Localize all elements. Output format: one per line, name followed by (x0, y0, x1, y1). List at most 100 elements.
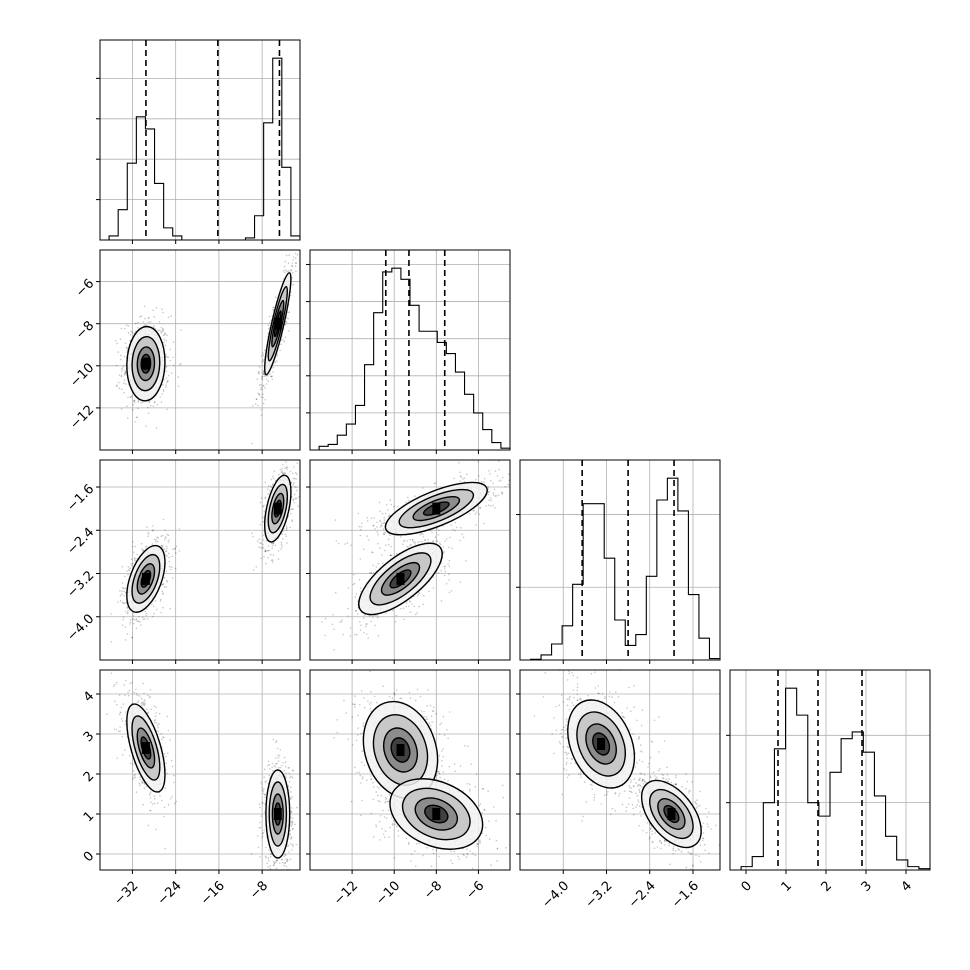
scatter-point (285, 269, 287, 271)
scatter-point (461, 533, 464, 536)
scatter-point (115, 681, 118, 684)
scatter-point (267, 857, 270, 859)
scatter-point (153, 326, 155, 329)
density-peak (273, 502, 282, 515)
scatter-point (291, 822, 293, 825)
scatter-point (260, 547, 263, 549)
scatter-point (477, 461, 480, 463)
scatter-point (373, 571, 375, 574)
scatter-point (387, 538, 390, 541)
scatter-point (272, 366, 275, 369)
scatter-point (259, 542, 261, 544)
scatter-point (290, 269, 292, 271)
scatter-point (162, 736, 164, 738)
scatter-point (135, 416, 138, 419)
scatter-point (291, 271, 294, 274)
scatter-point (264, 855, 267, 858)
scatter-point (126, 606, 128, 608)
scatter-point (347, 607, 349, 610)
scatter-point (281, 858, 283, 860)
scatter-point (142, 682, 144, 685)
scatter-point (121, 367, 124, 369)
density-peak (141, 742, 150, 754)
scatter-point (168, 539, 170, 541)
scatter-point (436, 540, 439, 542)
scatter-point (282, 538, 284, 540)
scatter-point (385, 544, 387, 547)
scatter-point (337, 542, 340, 545)
scatter-point (167, 356, 170, 358)
scatter-point (158, 723, 160, 725)
scatter-point (290, 825, 293, 827)
scatter-point (288, 443, 290, 445)
scatter-point (295, 471, 297, 474)
scatter-point (381, 525, 383, 527)
scatter-point (270, 375, 273, 378)
scatter-point (284, 765, 287, 768)
scatter-point (287, 784, 290, 787)
scatter-point (260, 497, 263, 500)
scatter-point (258, 372, 260, 375)
scatter-point (110, 613, 112, 615)
scatter-point (168, 374, 170, 377)
scatter-point (290, 836, 293, 838)
scatter-point (418, 605, 421, 608)
scatter-point (262, 539, 265, 541)
scatter-point (290, 816, 292, 818)
scatter-point (127, 325, 130, 327)
scatter-point (153, 325, 155, 327)
scatter-point (142, 616, 144, 618)
scatter-point (258, 366, 261, 368)
scatter-point (423, 595, 425, 597)
scatter-point (271, 486, 273, 489)
scatter-point (285, 908, 287, 910)
scatter-point (295, 270, 297, 273)
scatter-point (381, 562, 384, 565)
scatter-point (462, 536, 465, 539)
scatter-point (289, 776, 291, 779)
scatter-point (155, 539, 157, 541)
scatter-point (290, 837, 292, 839)
scatter-point (126, 633, 129, 635)
scatter-point (449, 536, 452, 539)
scatter-point (262, 373, 265, 375)
scatter-point (282, 473, 284, 476)
panel-2d-0-1 (96, 249, 301, 454)
scatter-point (259, 388, 262, 390)
scatter-point (277, 880, 279, 882)
scatter-point (383, 519, 386, 521)
scatter-point (132, 612, 135, 614)
scatter-point (284, 775, 287, 777)
scatter-point (349, 635, 352, 637)
scatter-point (265, 780, 268, 782)
scatter-point (148, 696, 151, 699)
scatter-point (116, 384, 118, 387)
scatter-point (292, 256, 295, 258)
scatter-point (131, 636, 134, 639)
scatter-point (143, 618, 146, 620)
scatter-point (129, 623, 131, 625)
scatter-point (126, 570, 128, 572)
scatter-point (418, 592, 421, 594)
scatter-point (444, 570, 447, 573)
scatter-point (291, 823, 293, 826)
scatter-point (262, 543, 264, 546)
histogram-2 (520, 477, 721, 661)
scatter-point (135, 330, 137, 333)
scatter-point (366, 623, 368, 625)
scatter-point (140, 702, 143, 704)
scatter-point (269, 768, 271, 770)
scatter-point (383, 549, 386, 552)
scatter-point (261, 388, 264, 391)
scatter-point (289, 526, 292, 529)
scatter-point (285, 320, 288, 323)
scatter-point (268, 315, 271, 318)
scatter-point (262, 370, 265, 373)
panel-content (100, 443, 300, 660)
scatter-point (139, 776, 141, 778)
scatter-point (277, 558, 280, 560)
scatter-point (170, 568, 172, 571)
scatter-point (353, 582, 356, 585)
scatter-point (291, 820, 293, 823)
scatter-point (459, 581, 462, 583)
